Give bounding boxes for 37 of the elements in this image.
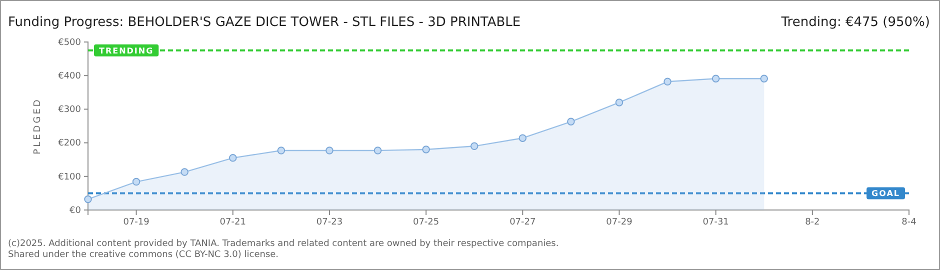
point <box>664 78 672 86</box>
y-tick-label: €0 <box>70 206 82 216</box>
text: Shared under the creative commons (CC BY-NC 3.0) license. <box>8 250 279 260</box>
y-tick-label: €300 <box>58 105 82 116</box>
point <box>470 142 478 150</box>
x-tick-label: 07-21 <box>220 217 246 228</box>
point <box>374 146 382 154</box>
ref-line-label: TRENDING <box>99 46 154 56</box>
x-tick-label: 07-19 <box>123 217 150 228</box>
text: Trending: €475 (950%) <box>780 15 930 30</box>
y-tick-label: €500 <box>58 38 82 48</box>
point <box>180 168 188 176</box>
x-tick-label: 07-29 <box>606 217 633 228</box>
ref-line-label: GOAL <box>872 189 900 198</box>
x-tick-label: 07-25 <box>412 217 440 228</box>
point <box>422 146 430 154</box>
y-tick-label: €100 <box>58 172 82 182</box>
point <box>567 118 575 126</box>
y-tick-label: €200 <box>58 138 82 149</box>
point <box>132 178 140 186</box>
x-tick-label: 8-2 <box>805 217 820 228</box>
point <box>615 98 624 106</box>
y-tick-label: €400 <box>58 71 82 82</box>
x-tick-label: 07-27 <box>510 217 536 228</box>
chart-title: Funding Progress: BEHOLDER'S GAZE DICE TOWER - STL FILES - 3D PRINTABLE <box>8 15 521 30</box>
point <box>277 146 286 154</box>
point <box>84 195 92 204</box>
y-axis-title: PLEDGED <box>33 98 43 154</box>
point <box>712 74 720 82</box>
point <box>228 154 237 162</box>
x-tick-label: 8-4 <box>902 217 917 228</box>
point <box>518 134 527 142</box>
point <box>326 146 334 154</box>
x-tick-label: 07-23 <box>316 217 343 228</box>
point <box>760 74 768 82</box>
text: (c)2025. Additional content provided by TANIA. Trademarks and related content are owned by their respective companies. <box>8 239 559 249</box>
x-tick-label: 07-31 <box>702 217 729 228</box>
